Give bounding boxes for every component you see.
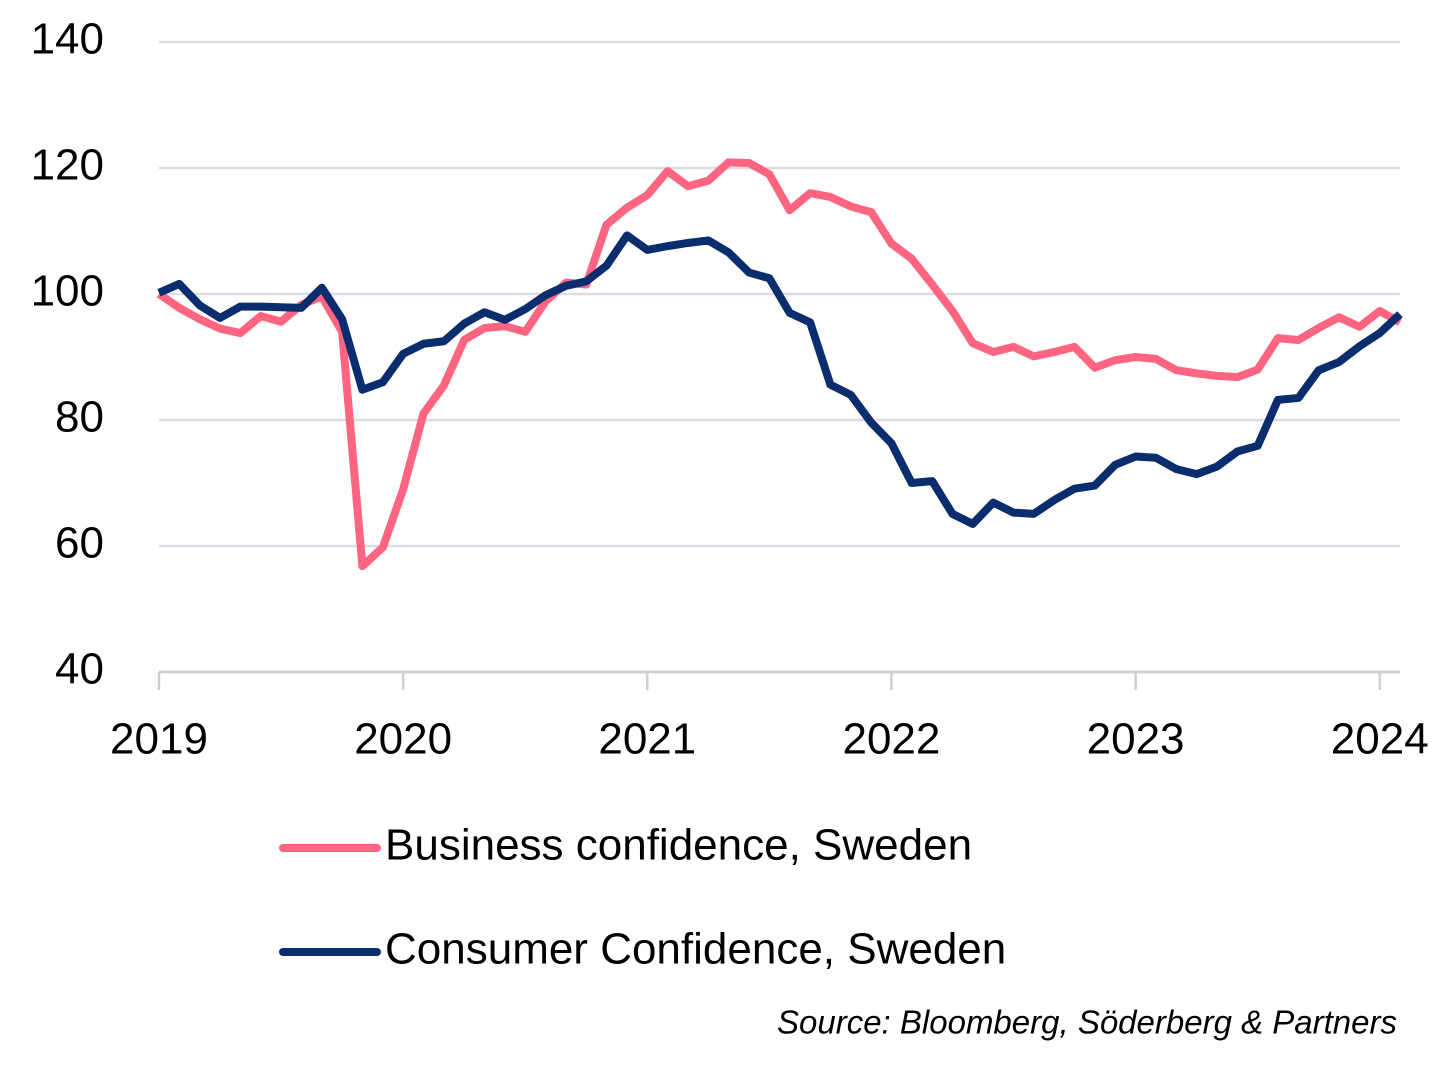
x-tick-label: 2020	[354, 715, 452, 764]
x-tick-label: 2021	[598, 715, 696, 764]
legend-label: Consumer Confidence, Sweden	[385, 925, 1006, 974]
x-tick-label: 2019	[110, 715, 208, 764]
series-line	[157, 231, 1403, 528]
x-tick-label: 2022	[842, 715, 940, 764]
y-tick-label: 140	[31, 15, 104, 64]
legend-label: Business confidence, Sweden	[385, 821, 972, 870]
y-tick-label: 60	[55, 519, 104, 568]
y-tick-label: 80	[55, 393, 104, 442]
x-tick-label: 2024	[1331, 715, 1429, 764]
source-note: Source: Bloomberg, Söderberg & Partners	[777, 1004, 1397, 1041]
series-line	[156, 158, 1402, 571]
y-tick-label: 40	[55, 645, 104, 694]
x-tick-label: 2023	[1087, 715, 1185, 764]
y-tick-label: 120	[31, 141, 104, 190]
y-tick-label: 100	[31, 267, 104, 316]
